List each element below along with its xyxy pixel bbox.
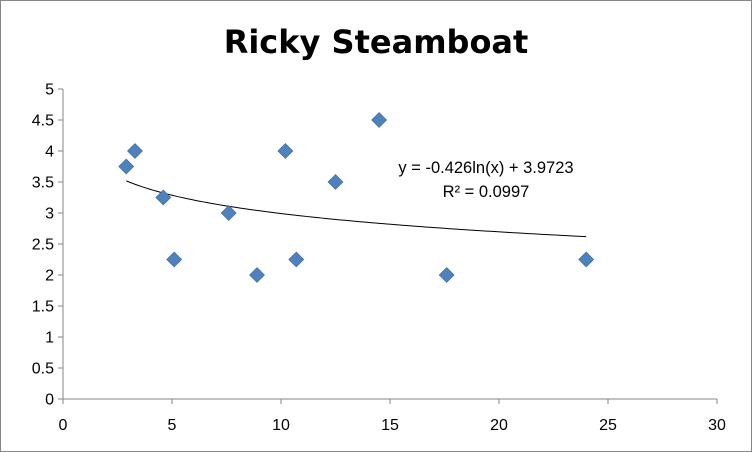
trendline-group: [126, 180, 587, 238]
data-points: [118, 112, 595, 283]
y-tick-label: 4.5: [32, 113, 54, 130]
y-tick-label: 1: [45, 330, 54, 347]
data-point: [371, 112, 388, 128]
data-point: [155, 189, 172, 206]
trendline: [126, 180, 587, 238]
axes: 0 0.5 1 1.5 2 2.5 3 3.5 4 4.5 5 0 5 10 15 20 25 30: [32, 82, 726, 435]
y-tick-label: 3: [45, 206, 54, 223]
data-point: [249, 267, 265, 283]
x-tick-label: 5: [168, 417, 177, 434]
y-tick-label: 2.5: [32, 237, 54, 254]
data-point: [127, 143, 143, 159]
x-tick-label: 0: [59, 417, 68, 434]
data-point: [220, 205, 237, 221]
data-point: [327, 174, 344, 190]
data-point: [118, 158, 135, 175]
x-tick-label: 30: [708, 417, 726, 434]
x-tick-label: 10: [272, 417, 290, 434]
y-tick-label: 5: [45, 82, 54, 99]
data-point: [288, 251, 305, 268]
y-tick-label: 0.5: [32, 361, 54, 378]
y-tick-label: 1.5: [32, 299, 54, 316]
data-point: [166, 251, 183, 268]
data-point: [277, 143, 294, 159]
y-tick-label: 2: [45, 268, 54, 285]
x-tick-label: 25: [599, 417, 617, 434]
x-tick-label: 20: [490, 417, 508, 434]
y-tick-label: 0: [45, 392, 54, 409]
trendline-equation: y = -0.426ln(x) + 3.9723: [398, 159, 573, 177]
data-point: [438, 267, 455, 283]
data-point: [578, 251, 595, 268]
x-tick-label: 15: [381, 417, 399, 434]
trendline-r-squared: R² = 0.0997: [443, 183, 530, 201]
chart-title: Ricky Steamboat: [224, 23, 529, 61]
y-tick-label: 4: [45, 144, 54, 161]
y-tick-label: 3.5: [32, 175, 54, 192]
